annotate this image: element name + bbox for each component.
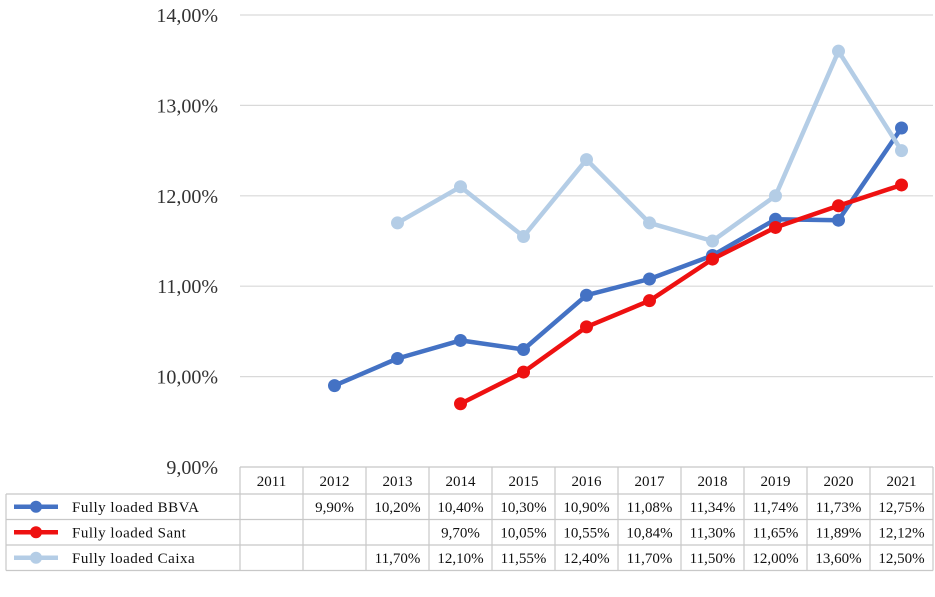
data-point bbox=[517, 229, 530, 243]
table-value-label: 11,74% bbox=[753, 500, 799, 516]
data-table: 2011 2012 2013 2014 2015 2016 2017 2018 2019 2020… bbox=[5, 466, 934, 572]
x-category-label: 2016 bbox=[572, 474, 603, 490]
x-category-label: 2019 bbox=[761, 474, 791, 490]
x-category-label: 2011 bbox=[257, 474, 286, 490]
data-point bbox=[454, 180, 467, 194]
data-point bbox=[769, 220, 782, 234]
table-value-label: 10,05% bbox=[500, 525, 546, 541]
data-point bbox=[706, 252, 719, 266]
data-point bbox=[391, 352, 404, 366]
table-value-label: 13,60% bbox=[815, 551, 861, 567]
series-lines bbox=[328, 44, 908, 411]
y-tick-label: 14,00% bbox=[156, 5, 218, 27]
y-axis-ticks: 9,00% 10,00% 11,00% 12,00% 13,00% 14,00% bbox=[156, 5, 218, 479]
table-value-label: 12,10% bbox=[437, 551, 483, 567]
table-value-label: 10,20% bbox=[374, 500, 420, 516]
table-value-label: 11,73% bbox=[816, 500, 862, 516]
table-value-label: 10,30% bbox=[500, 500, 546, 516]
data-point bbox=[391, 216, 404, 230]
table-value-label: 11,65% bbox=[753, 525, 799, 541]
data-point bbox=[580, 153, 593, 167]
legend-key-marker bbox=[30, 551, 42, 564]
table-value-label: 11,30% bbox=[690, 525, 736, 541]
data-point bbox=[643, 272, 656, 286]
table-value-label: 10,84% bbox=[626, 525, 672, 541]
table-value-label: 12,75% bbox=[878, 500, 924, 516]
x-category-label: 2013 bbox=[383, 474, 413, 490]
table-value-label: 9,90% bbox=[315, 500, 354, 516]
table-value-label: 11,34% bbox=[690, 500, 736, 516]
series-line bbox=[396, 48, 904, 244]
table-value-label: 11,89% bbox=[816, 525, 862, 541]
table-value-label: 11,55% bbox=[501, 551, 547, 567]
data-point bbox=[832, 213, 845, 227]
table-value-label: 12,50% bbox=[878, 551, 924, 567]
data-point bbox=[517, 365, 530, 379]
x-category-label: 2017 bbox=[635, 474, 666, 490]
table-value-label: 10,40% bbox=[437, 500, 483, 516]
data-point bbox=[517, 342, 530, 356]
x-category-label: 2012 bbox=[320, 474, 350, 490]
series-line bbox=[333, 126, 904, 388]
table-value-label: 11,08% bbox=[627, 500, 673, 516]
y-tick-label: 11,00% bbox=[157, 276, 218, 298]
legend-series-name: Fully loaded Sant bbox=[72, 525, 187, 541]
table-value-label: 12,12% bbox=[878, 525, 924, 541]
data-point bbox=[832, 44, 845, 58]
table-value-label: 12,40% bbox=[563, 551, 609, 567]
table-value-label: 11,70% bbox=[627, 551, 673, 567]
data-point bbox=[769, 189, 782, 203]
table-value-label: 11,70% bbox=[375, 551, 421, 567]
legend-key-marker bbox=[30, 526, 42, 539]
series-line bbox=[459, 182, 903, 406]
data-point bbox=[895, 144, 908, 158]
data-point bbox=[580, 320, 593, 334]
table-value-label: 11,50% bbox=[690, 551, 736, 567]
legend-key-marker bbox=[30, 500, 42, 513]
data-point bbox=[832, 199, 845, 213]
x-category-label: 2015 bbox=[509, 474, 539, 490]
table-value-label: 9,70% bbox=[441, 525, 480, 541]
gridlines bbox=[240, 14, 933, 378]
y-tick-label: 13,00% bbox=[156, 95, 218, 117]
data-point bbox=[643, 294, 656, 308]
data-point bbox=[706, 234, 719, 248]
data-point bbox=[454, 333, 467, 347]
data-point bbox=[454, 397, 467, 411]
x-category-label: 2018 bbox=[698, 474, 728, 490]
table-value-label: 10,90% bbox=[563, 500, 609, 516]
data-point bbox=[895, 178, 908, 192]
table-value-label: 12,00% bbox=[752, 551, 798, 567]
y-tick-label: 10,00% bbox=[156, 367, 218, 389]
data-point bbox=[895, 121, 908, 135]
x-category-label: 2020 bbox=[824, 474, 854, 490]
data-point bbox=[643, 216, 656, 230]
y-tick-label: 12,00% bbox=[156, 186, 218, 208]
x-category-label: 2014 bbox=[446, 474, 477, 490]
table-value-label: 10,55% bbox=[563, 525, 609, 541]
y-tick-label: 9,00% bbox=[166, 457, 218, 479]
data-point bbox=[328, 379, 341, 393]
data-point bbox=[580, 288, 593, 302]
x-category-label: 2021 bbox=[887, 474, 917, 490]
legend-series-name: Fully loaded BBVA bbox=[72, 500, 199, 516]
legend-series-name: Fully loaded Caixa bbox=[72, 551, 195, 567]
